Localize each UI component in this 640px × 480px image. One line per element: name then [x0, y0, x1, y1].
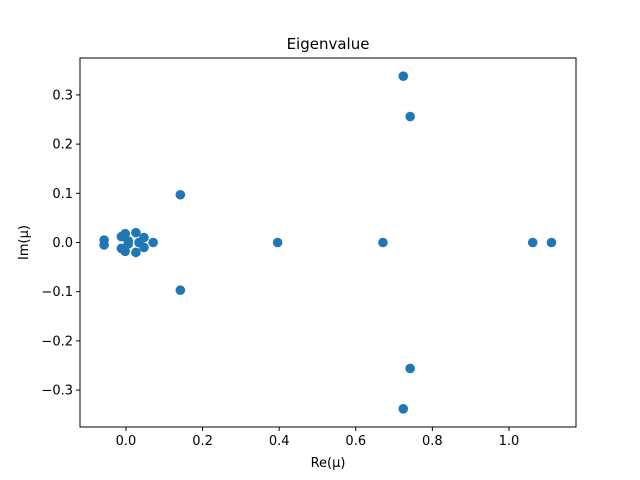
scatter-point	[175, 189, 186, 200]
scatter-point	[99, 240, 109, 250]
scatter-point	[131, 227, 141, 238]
scatter-point	[148, 237, 158, 248]
y-tick-label: 0.1	[52, 187, 73, 202]
scatter-point	[527, 237, 538, 248]
scatter-point	[120, 246, 130, 257]
scatter-points	[99, 71, 557, 414]
y-axis-label: Im(μ)	[17, 225, 32, 260]
scatter-point	[546, 237, 557, 248]
scatter-point	[398, 71, 409, 82]
chart-title: Eigenvalue	[287, 35, 370, 53]
x-axis-label: Re(μ)	[311, 456, 346, 471]
x-axis: 0.0 0.2 0.4 0.6 0.8 1.0	[116, 427, 520, 449]
scatter-point	[175, 285, 186, 296]
scatter-point	[123, 239, 134, 249]
scatter-point	[120, 228, 130, 239]
x-tick-label: 0.8	[422, 434, 443, 449]
y-tick-label: 0.2	[52, 138, 73, 153]
y-tick-label: −0.3	[41, 384, 73, 399]
scatter-point	[131, 247, 141, 258]
y-tick-label: −0.2	[41, 334, 73, 349]
scatter-point	[405, 111, 415, 122]
scatter-point	[398, 403, 409, 414]
x-tick-label: 0.2	[192, 434, 213, 449]
y-axis: −0.3 −0.2 −0.1 0.0 0.1 0.2 0.3	[41, 88, 80, 399]
scatter-point	[272, 237, 283, 248]
y-tick-label: 0.3	[52, 88, 73, 103]
y-tick-label: 0.0	[52, 236, 73, 251]
x-tick-label: 0.4	[269, 434, 290, 449]
scatter-point	[378, 237, 388, 248]
scatter-point	[139, 232, 149, 243]
x-tick-label: 0.0	[116, 434, 137, 449]
y-tick-label: −0.1	[41, 285, 73, 300]
scatter-point	[139, 242, 149, 253]
x-tick-label: 0.6	[345, 434, 366, 449]
scatter-point	[405, 363, 415, 374]
x-tick-label: 1.0	[499, 434, 520, 449]
